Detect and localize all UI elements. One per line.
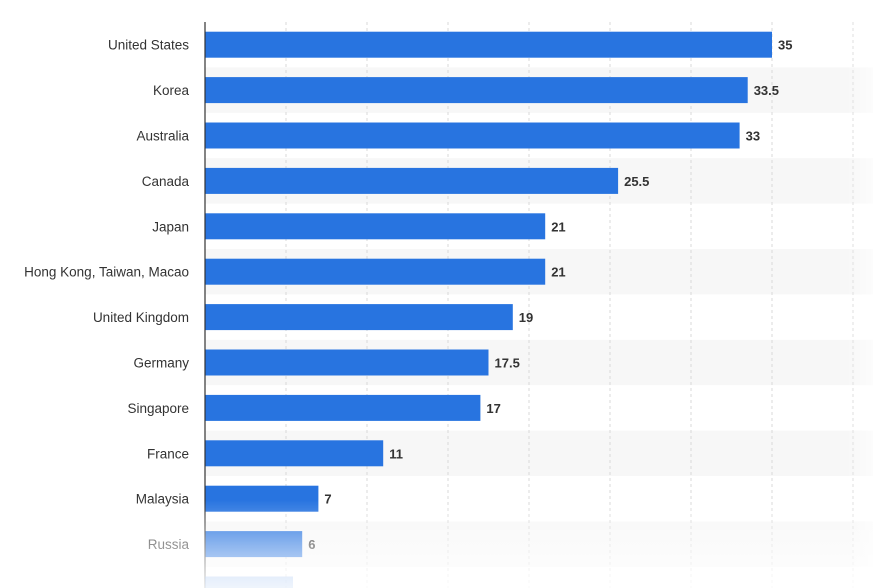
value-label: 21	[551, 219, 565, 234]
bar[interactable]	[205, 167, 619, 194]
value-label: 33.5	[754, 83, 779, 98]
category-label: Canada	[142, 174, 190, 189]
bar[interactable]	[205, 122, 740, 149]
value-label: 25.5	[624, 174, 649, 189]
bar[interactable]	[205, 440, 384, 467]
value-labels: 35 33.5 33 25.5 21 21 19 17.5 17 11 7 6	[308, 38, 792, 552]
category-labels: United States Korea Australia Canada Japan Ho…	[24, 38, 189, 552]
bars	[205, 31, 772, 558]
value-label: 11	[389, 446, 403, 461]
bar[interactable]	[205, 258, 546, 285]
category-label: Germany	[133, 356, 189, 371]
value-label: 17	[486, 401, 500, 416]
partial-bar-cut-off	[205, 576, 293, 588]
bar[interactable]	[205, 349, 489, 376]
category-label: Hong Kong, Taiwan, Macao	[24, 265, 189, 280]
category-label: Russia	[148, 537, 190, 552]
category-label: Singapore	[127, 401, 189, 416]
value-label: 19	[519, 310, 533, 325]
value-label: 7	[324, 492, 331, 507]
value-label: 6	[308, 537, 315, 552]
value-label: 33	[746, 129, 760, 144]
bar[interactable]	[205, 485, 319, 512]
category-label: Japan	[152, 219, 189, 234]
value-label: 21	[551, 265, 565, 280]
bar[interactable]	[205, 531, 303, 558]
bar[interactable]	[205, 394, 481, 421]
bar[interactable]	[205, 304, 513, 331]
category-label: Australia	[136, 129, 189, 144]
category-label: Malaysia	[136, 492, 190, 507]
bar[interactable]	[205, 31, 772, 58]
value-label: 17.5	[495, 356, 520, 371]
category-label: United Kingdom	[93, 310, 189, 325]
row-stripe	[205, 521, 873, 567]
value-label: 35	[778, 38, 792, 53]
category-label: France	[147, 446, 189, 461]
bar[interactable]	[205, 213, 546, 240]
bar[interactable]	[205, 77, 748, 104]
category-label: United States	[108, 38, 189, 53]
category-label: Korea	[153, 83, 190, 98]
